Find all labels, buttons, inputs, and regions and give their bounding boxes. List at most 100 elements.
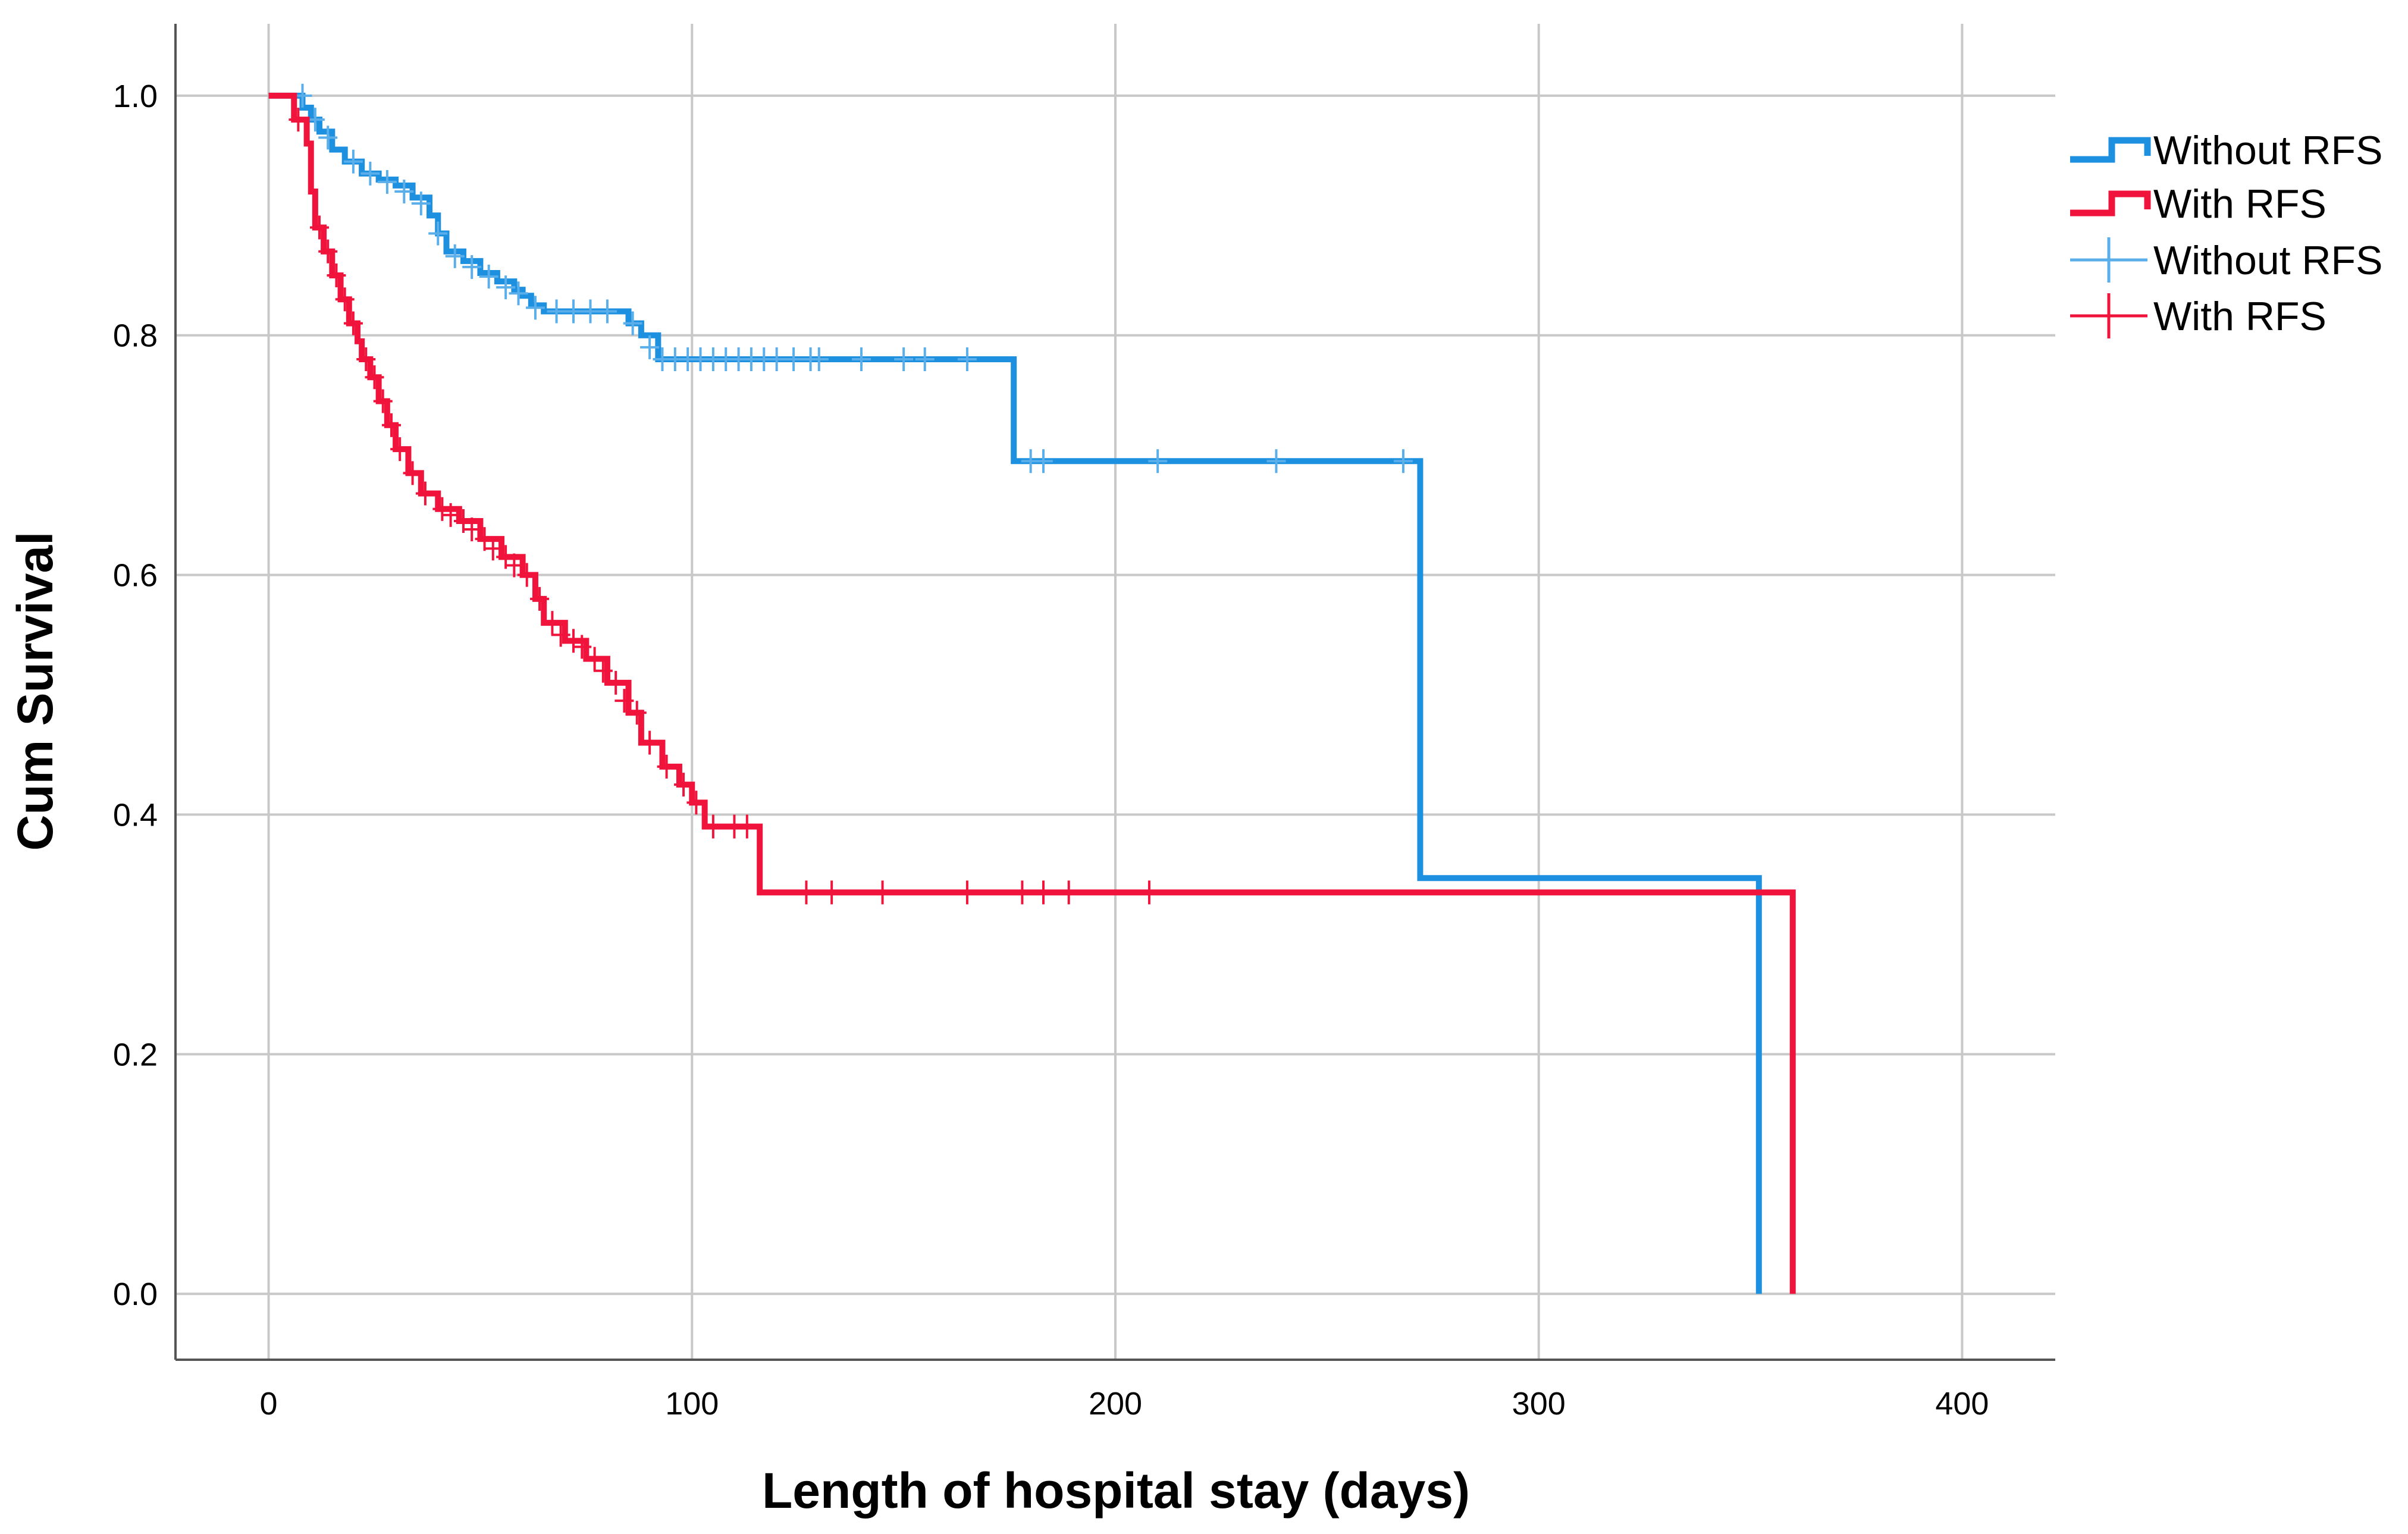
censored-marker-with-rfs <box>365 365 384 390</box>
censored-marker-with-rfs <box>309 215 329 240</box>
series-layer <box>268 83 1796 1294</box>
censored-marker-without-rfs <box>547 299 566 324</box>
censored-marker-with-rfs <box>403 461 422 485</box>
censored-marker-with-rfs <box>703 814 723 839</box>
censored-marker-with-rfs <box>373 389 393 413</box>
censored-marker-without-rfs <box>411 192 431 216</box>
censored-marker-with-rfs <box>606 670 626 695</box>
censored-marker-with-rfs <box>462 517 482 542</box>
legend-item-censored-marker-without-rfs: Without RFS <box>2070 237 2382 283</box>
censored-marker-with-rfs <box>737 814 757 839</box>
legend-item-survival-line-without-rfs: Without RFS <box>2070 128 2382 173</box>
y-tick-label: 0.8 <box>113 318 158 354</box>
y-tick-label: 0.6 <box>113 558 158 594</box>
legend-item-survival-line-with-rfs: With RFS <box>2070 181 2327 227</box>
censored-marker-without-rfs <box>428 221 448 246</box>
censored-marker-without-rfs <box>318 126 338 150</box>
censored-marker-without-rfs <box>784 347 804 372</box>
x-tick-label: 400 <box>1935 1386 1989 1422</box>
censored-marker-without-rfs <box>394 180 414 204</box>
legend-item-censored-marker-with-rfs: With RFS <box>2070 293 2327 339</box>
censored-marker-without-rfs <box>1266 449 1286 473</box>
censored-marker-without-rfs <box>623 311 642 335</box>
censored-marker-with-rfs <box>657 754 676 779</box>
censored-marker-with-rfs <box>381 413 401 437</box>
censored-marker-with-rfs <box>564 629 584 653</box>
censored-marker-with-rfs <box>572 635 592 659</box>
censored-marker-without-rfs <box>509 281 528 306</box>
censored-marker-without-rfs <box>479 265 498 289</box>
censored-marker-without-rfs <box>597 299 617 324</box>
legend-label: With RFS <box>2153 294 2327 339</box>
x-tick-label: 100 <box>665 1386 719 1422</box>
legend-label: Without RFS <box>2153 128 2382 173</box>
censored-marker-with-rfs <box>356 347 376 372</box>
censored-marker-without-rfs <box>767 347 786 372</box>
legend-label: With RFS <box>2153 181 2327 227</box>
censored-marker-without-rfs <box>581 299 600 324</box>
censored-marker-without-rfs <box>894 347 914 372</box>
censored-marker-with-rfs <box>1059 880 1078 905</box>
censored-marker-without-rfs <box>496 275 516 300</box>
censored-marker-with-rfs <box>1034 880 1054 905</box>
legend-swatch <box>2070 190 2151 217</box>
censored-marker-with-rfs <box>318 239 338 263</box>
censored-marker-with-rfs <box>686 790 706 815</box>
censored-marker-without-rfs <box>343 149 363 174</box>
y-tick-label: 0.0 <box>113 1276 158 1312</box>
y-tick-label: 0.4 <box>113 797 158 833</box>
censored-marker-with-rfs <box>543 611 562 635</box>
censored-marker-with-rfs <box>517 563 537 587</box>
x-tick-label: 0 <box>260 1386 278 1422</box>
censored-marker-without-rfs <box>1148 449 1168 473</box>
censored-marker-with-rfs <box>640 730 660 755</box>
censored-marker-with-rfs <box>551 623 570 647</box>
censored-marker-without-rfs <box>957 347 977 372</box>
censored-marker-with-rfs <box>504 553 524 578</box>
censored-marker-without-rfs <box>851 347 871 372</box>
censored-marker-with-rfs <box>822 880 842 905</box>
censored-marker-without-rfs <box>809 347 829 372</box>
ticks-layer: 0 100 200 300 400 0.0 0.2 0.4 0.6 0.8 1.0 <box>113 79 1989 1422</box>
censored-marker-without-rfs <box>445 244 465 268</box>
censored-marker-with-rfs <box>797 880 816 905</box>
censored-marker-with-rfs <box>627 701 647 725</box>
censored-marker-with-rfs <box>530 586 550 611</box>
censored-marker-with-rfs <box>1012 880 1032 905</box>
legend-swatch <box>2070 137 2151 163</box>
censored-marker-with-rfs <box>335 287 355 312</box>
censored-marker-without-rfs <box>525 296 545 320</box>
censored-marker-without-rfs <box>640 335 660 359</box>
censored-marker-without-rfs <box>462 255 482 279</box>
censored-marker-without-rfs <box>377 170 397 194</box>
x-tick-label: 200 <box>1089 1386 1142 1422</box>
censored-marker-with-rfs <box>1139 880 1159 905</box>
grid-layer <box>175 24 2055 1360</box>
censored-marker-with-rfs <box>873 880 892 905</box>
censored-marker-with-rfs <box>957 880 977 905</box>
censored-marker-with-rfs <box>483 537 503 561</box>
censored-marker-without-rfs <box>1393 449 1413 473</box>
censored-marker-without-rfs <box>564 299 584 324</box>
y-tick-label: 0.2 <box>113 1037 158 1072</box>
censored-marker-with-rfs <box>289 108 308 132</box>
censored-marker-with-rfs <box>585 647 604 671</box>
x-tick-label: 300 <box>1512 1386 1566 1422</box>
censored-marker-with-rfs <box>327 263 346 288</box>
censored-marker-without-rfs <box>915 347 935 372</box>
axes-layer <box>174 24 2055 1361</box>
censored-marker-with-rfs <box>415 481 435 506</box>
censored-marker-with-rfs <box>593 658 613 683</box>
x-axis-title: Length of hospital stay (days) <box>762 1463 1470 1519</box>
censored-marker-with-rfs <box>390 437 410 462</box>
censored-marker-with-rfs <box>441 503 460 527</box>
censored-marker-with-rfs <box>432 497 452 521</box>
legend-label: Without RFS <box>2153 238 2382 283</box>
legend: Without RFS With RFS Without RFS With RFS <box>2070 128 2382 339</box>
censored-marker-without-rfs <box>360 161 380 186</box>
censored-marker-with-rfs <box>674 773 694 797</box>
censored-marker-with-rfs <box>614 689 634 713</box>
y-tick-label: 1.0 <box>113 79 158 114</box>
